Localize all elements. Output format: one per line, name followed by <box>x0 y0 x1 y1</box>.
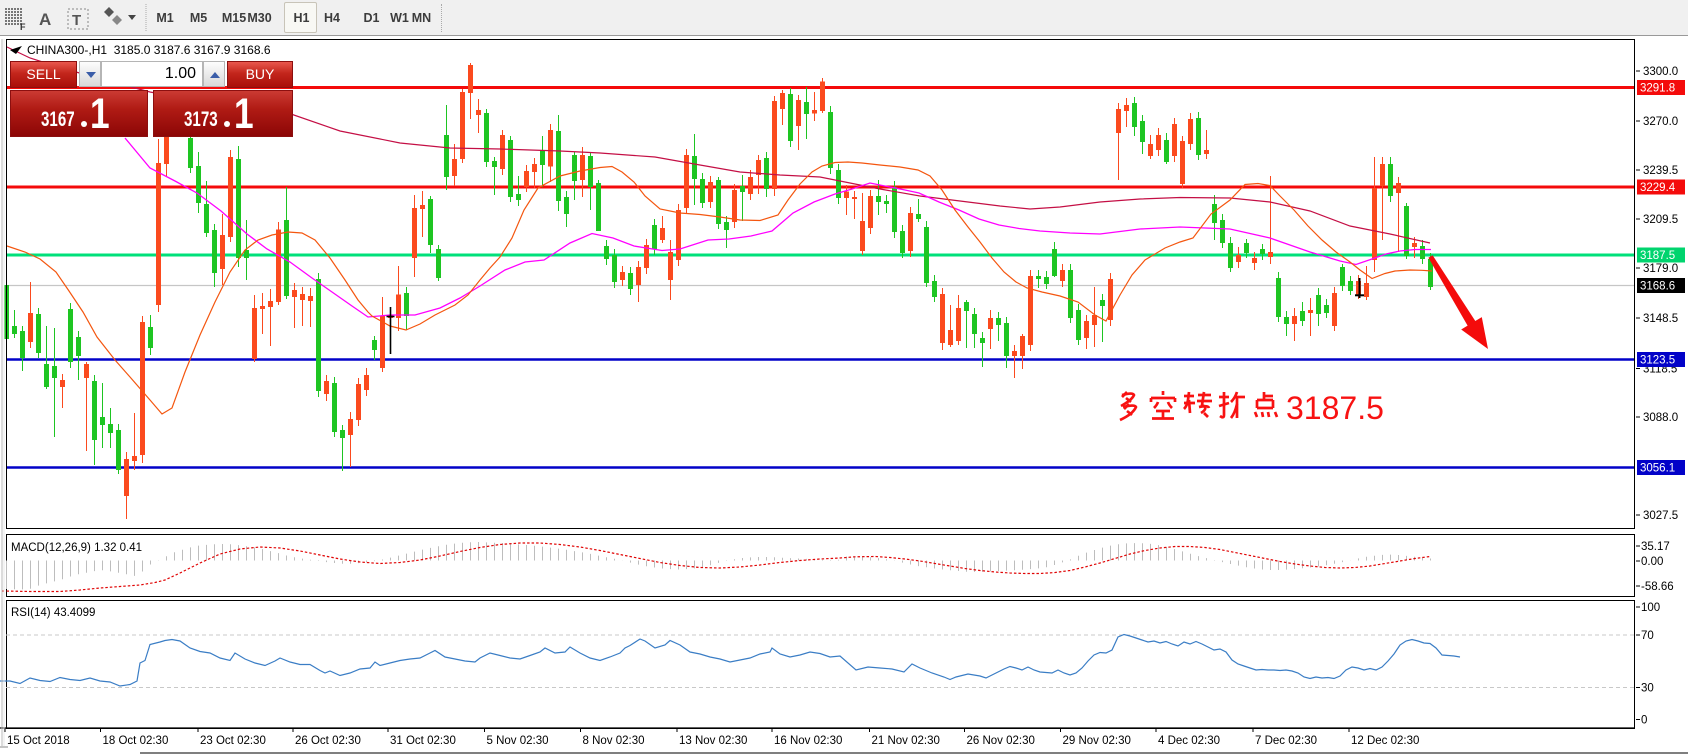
svg-text:7 Dec 02:30: 7 Dec 02:30 <box>1255 735 1317 747</box>
svg-text:3088.0: 3088.0 <box>1643 412 1678 424</box>
svg-text:3291.8: 3291.8 <box>1640 83 1675 95</box>
svg-text:3209.5: 3209.5 <box>1643 214 1678 226</box>
svg-text:29 Nov 02:30: 29 Nov 02:30 <box>1063 735 1131 747</box>
svg-text:MACD(12,26,9) 1.32 0.41: MACD(12,26,9) 1.32 0.41 <box>11 542 142 554</box>
svg-text:3027.5: 3027.5 <box>1643 510 1678 522</box>
svg-text:3187.5: 3187.5 <box>1640 250 1675 262</box>
svg-text:F: F <box>20 22 26 32</box>
svg-text:3148.5: 3148.5 <box>1643 313 1678 325</box>
svg-text:100: 100 <box>1641 602 1660 614</box>
svg-text:CHINA300-,H1 3185.0 3187.6 31: CHINA300-,H1 3185.0 3187.6 3167.9 3168.6 <box>27 43 271 57</box>
svg-text:15 Oct 2018: 15 Oct 2018 <box>7 735 70 747</box>
svg-text:-58.66: -58.66 <box>1641 581 1674 593</box>
svg-text:23 Oct 02:30: 23 Oct 02:30 <box>200 735 266 747</box>
svg-text:12 Dec 02:30: 12 Dec 02:30 <box>1351 735 1419 747</box>
svg-text:3123.5: 3123.5 <box>1640 355 1675 367</box>
svg-text:3056.1: 3056.1 <box>1640 463 1675 475</box>
svg-text:18 Oct 02:30: 18 Oct 02:30 <box>103 735 169 747</box>
svg-text:5 Nov 02:30: 5 Nov 02:30 <box>487 735 549 747</box>
svg-text:8 Nov 02:30: 8 Nov 02:30 <box>583 735 645 747</box>
svg-text:3179.0: 3179.0 <box>1643 263 1678 275</box>
svg-text:70: 70 <box>1641 630 1654 642</box>
svg-text:26 Oct 02:30: 26 Oct 02:30 <box>295 735 361 747</box>
svg-text:RSI(14) 43.4099: RSI(14) 43.4099 <box>11 607 95 619</box>
svg-text:0: 0 <box>1641 715 1647 727</box>
svg-text:13 Nov 02:30: 13 Nov 02:30 <box>679 735 747 747</box>
svg-text:30: 30 <box>1641 683 1654 695</box>
svg-text:A: A <box>39 10 51 29</box>
svg-text:T: T <box>72 12 81 29</box>
svg-text:3300.0: 3300.0 <box>1643 66 1678 78</box>
svg-text:35.17: 35.17 <box>1641 541 1670 553</box>
svg-text:3168.6: 3168.6 <box>1640 281 1675 293</box>
svg-text:4 Dec 02:30: 4 Dec 02:30 <box>1158 735 1220 747</box>
svg-text:26 Nov 02:30: 26 Nov 02:30 <box>967 735 1035 747</box>
svg-text:3187.5: 3187.5 <box>1286 390 1384 426</box>
svg-text:3270.0: 3270.0 <box>1643 116 1678 128</box>
svg-text:16 Nov 02:30: 16 Nov 02:30 <box>774 735 842 747</box>
svg-text:31 Oct 02:30: 31 Oct 02:30 <box>390 735 456 747</box>
svg-text:3239.5: 3239.5 <box>1643 165 1678 177</box>
svg-text:3229.4: 3229.4 <box>1640 182 1676 194</box>
svg-text:21 Nov 02:30: 21 Nov 02:30 <box>872 735 940 747</box>
svg-text:0.00: 0.00 <box>1641 556 1663 568</box>
